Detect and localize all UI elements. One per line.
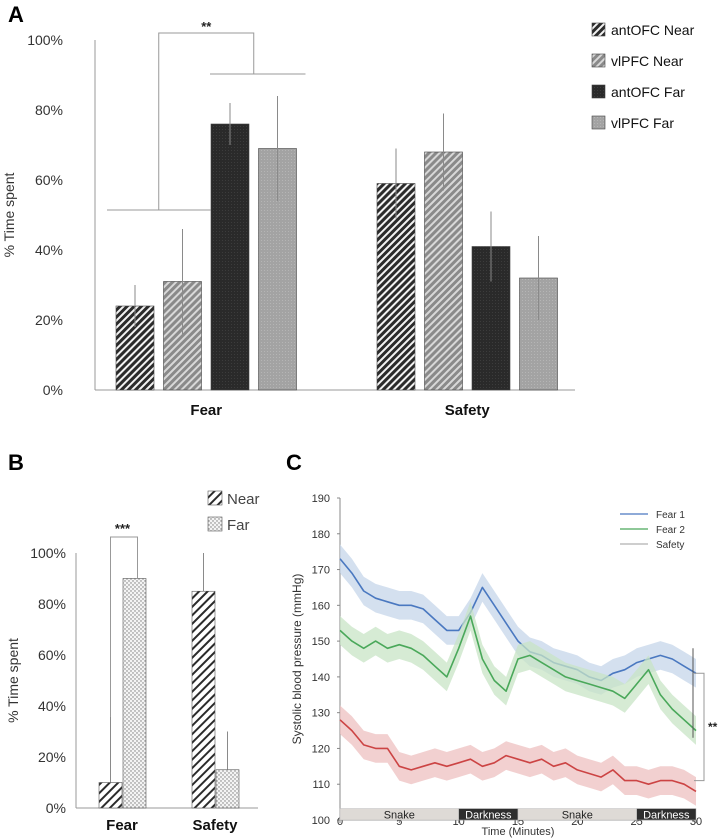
- y-tick-label-a: 40%: [35, 242, 63, 258]
- panel-label-c: C: [286, 450, 302, 475]
- legend-label-b-0: Near: [227, 491, 260, 508]
- y-tick-label-c: 150: [312, 636, 330, 648]
- x-category-label-a: Fear: [190, 402, 222, 419]
- series-line-c-1: [339, 615, 697, 732]
- chart-b: 0% 20% 40% 60% 80% 100% % Time spent Fear Safety…: [5, 490, 260, 834]
- legend-swatch-a-1: [591, 53, 606, 68]
- y-tick-label-a: 100%: [27, 32, 63, 48]
- y-tick-label-a: 80%: [35, 102, 63, 118]
- bar-b-safety-1: [215, 769, 240, 809]
- x-category-label-a: Safety: [445, 402, 491, 419]
- bracket-c: [694, 672, 705, 782]
- y-tick-label-c: 140: [312, 672, 330, 684]
- y-tick-label-c: 110: [312, 779, 330, 791]
- chart-a: 0% 20% 40% 60% 80% 100% % Time spent Fear Safety…: [1, 19, 695, 419]
- panel-label-b: B: [8, 450, 24, 475]
- legend-label-a-1: vlPFC Near: [611, 53, 684, 69]
- y-tick-label-a: 0%: [43, 382, 63, 398]
- y-axis-title-a: % Time spent: [1, 172, 17, 257]
- phase-label-c-1: Darkness: [465, 809, 512, 821]
- confidence-band-c-2: [340, 705, 696, 806]
- series-line-c-2: [339, 719, 697, 793]
- significance-a: **: [201, 19, 212, 34]
- legend-swatch-a-2: [591, 84, 606, 99]
- legend-label-a-2: antOFC Far: [611, 84, 685, 100]
- y-tick-label-c: 180: [312, 529, 330, 541]
- y-tick-label-c: 100: [312, 815, 330, 827]
- y-tick-label-b: 40%: [38, 698, 66, 714]
- y-tick-label-c: 160: [312, 600, 330, 612]
- y-tick-label-b: 0%: [46, 800, 66, 816]
- bar-a-fear-2: [210, 123, 250, 391]
- y-tick-label-b: 100%: [30, 545, 66, 561]
- x-category-label-b: Fear: [106, 817, 138, 834]
- phase-label-c-0: Snake: [384, 809, 415, 821]
- bar-b-fear-0: [98, 782, 123, 809]
- legend-swatch-a-0: [591, 22, 606, 37]
- y-tick-label-c: 190: [312, 493, 330, 505]
- y-tick-label-c: 120: [312, 743, 330, 755]
- phase-label-c-2: Snake: [562, 809, 593, 821]
- panel-label-a: A: [8, 2, 24, 27]
- x-tick-label-c: 5: [396, 816, 402, 828]
- significance-b: ***: [115, 521, 131, 536]
- phase-label-c-3: Darkness: [643, 809, 690, 821]
- y-tick-label-a: 20%: [35, 312, 63, 328]
- bracket-link-a: [158, 32, 255, 210]
- y-tick-label-b: 80%: [38, 596, 66, 612]
- x-category-label-b: Safety: [192, 817, 238, 834]
- legend-label-a-0: antOFC Near: [611, 22, 695, 38]
- y-tick-label-c: 130: [312, 708, 330, 720]
- legend-label-c-1: Fear 2: [656, 525, 685, 536]
- y-tick-label-a: 60%: [35, 172, 63, 188]
- bracket-b: [110, 536, 138, 717]
- x-tick-label-c: 0: [337, 816, 343, 828]
- legend-swatch-a-3: [591, 115, 606, 130]
- y-axis-title-c: Systolic blood pressure (mmHg): [290, 574, 304, 745]
- legend-label-c-0: Fear 1: [656, 510, 685, 521]
- series-line-c-0: [339, 558, 697, 682]
- phase-bar-c-3: [636, 808, 697, 821]
- legend-swatch-b-1: [207, 516, 223, 532]
- y-tick-label-b: 20%: [38, 749, 66, 765]
- legend-label-b-1: Far: [227, 517, 250, 534]
- bar-b-fear-1: [122, 578, 147, 809]
- confidence-band-c-1: [340, 601, 696, 745]
- y-axis-title-b: % Time spent: [5, 638, 21, 723]
- y-tick-label-b: 60%: [38, 647, 66, 663]
- x-axis-title-c: Time (Minutes): [482, 826, 555, 838]
- legend-label-c-2: Safety: [656, 540, 684, 551]
- legend-swatch-b-0: [207, 490, 223, 506]
- bar-a-safety-1: [424, 151, 463, 391]
- bar-b-safety-0: [191, 590, 216, 809]
- legend-label-a-3: vlPFC Far: [611, 115, 674, 131]
- significance-c: **: [708, 720, 718, 734]
- y-tick-label-c: 170: [312, 565, 330, 577]
